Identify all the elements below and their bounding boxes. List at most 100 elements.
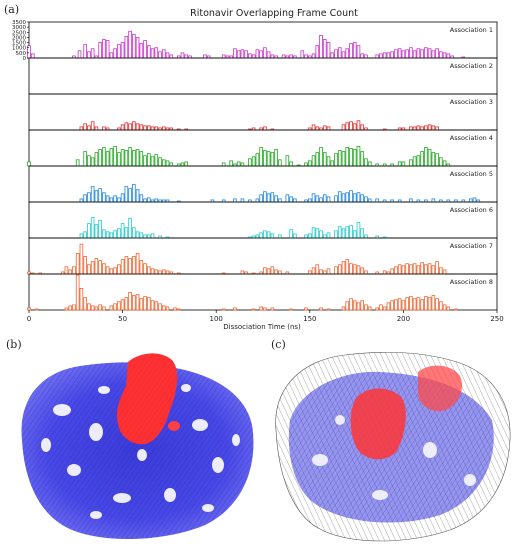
bar xyxy=(132,256,136,275)
bar xyxy=(420,151,424,167)
bar xyxy=(352,42,357,59)
bar xyxy=(102,263,106,275)
bar xyxy=(435,261,439,275)
bar xyxy=(90,261,95,275)
bar xyxy=(158,270,162,275)
bar xyxy=(143,40,147,59)
bar xyxy=(360,124,365,131)
bar xyxy=(64,307,69,311)
bar xyxy=(147,153,151,167)
bar xyxy=(337,264,342,275)
bar xyxy=(154,301,159,311)
bar xyxy=(240,162,245,167)
bar xyxy=(319,147,323,167)
bar xyxy=(98,260,102,275)
x-tick-label: 100 xyxy=(210,315,223,323)
bar xyxy=(341,124,346,131)
x-tick-label: 150 xyxy=(303,315,316,323)
bar xyxy=(143,234,147,239)
plot-area: Association 1050010001500200025003000350… xyxy=(12,20,504,323)
bar xyxy=(367,198,372,203)
bar xyxy=(278,198,282,203)
bar xyxy=(293,198,297,203)
bar xyxy=(263,150,267,167)
bar xyxy=(83,297,87,311)
bar xyxy=(435,126,439,131)
bar xyxy=(154,269,159,275)
bar xyxy=(397,161,402,167)
bar xyxy=(109,232,114,239)
bar xyxy=(143,155,147,167)
bar xyxy=(401,265,406,275)
bar xyxy=(367,306,372,311)
bar xyxy=(87,192,91,203)
bar xyxy=(77,50,82,59)
bar xyxy=(427,124,432,131)
bar xyxy=(117,228,121,239)
bar xyxy=(255,153,260,167)
bar xyxy=(442,52,447,59)
bar xyxy=(412,50,417,59)
bar xyxy=(352,264,357,275)
bar xyxy=(322,194,327,203)
panel-1: Association 1 050010001500200025003000350… xyxy=(12,20,498,62)
bar xyxy=(326,42,331,59)
bar xyxy=(184,161,189,167)
bar xyxy=(274,269,278,275)
bar xyxy=(105,266,110,275)
bar xyxy=(79,126,84,131)
bar xyxy=(401,161,406,167)
bar xyxy=(259,50,263,59)
bar xyxy=(315,45,320,59)
bar xyxy=(117,44,121,59)
bar xyxy=(266,51,271,59)
bar xyxy=(427,297,432,311)
bar xyxy=(349,263,353,275)
bar xyxy=(143,263,147,275)
bar xyxy=(120,299,125,311)
bar xyxy=(375,307,379,311)
bar xyxy=(345,122,350,131)
bar xyxy=(420,126,424,131)
bar xyxy=(30,53,35,59)
y-tick-label: 0 xyxy=(23,56,27,62)
bar xyxy=(319,230,323,239)
bar xyxy=(120,42,125,59)
panel-5: Association 5 xyxy=(28,165,498,203)
bar xyxy=(315,228,320,239)
bar xyxy=(90,121,95,131)
bar xyxy=(75,274,80,311)
bar xyxy=(341,51,346,59)
bar xyxy=(87,303,91,311)
bar xyxy=(281,54,286,59)
bar xyxy=(439,51,443,59)
bar xyxy=(240,270,245,275)
bar xyxy=(102,126,106,131)
bar xyxy=(266,268,271,275)
bar xyxy=(135,253,140,275)
bar xyxy=(98,304,102,311)
bar xyxy=(263,307,267,311)
bar xyxy=(109,148,114,167)
bar xyxy=(356,302,361,311)
bar xyxy=(180,52,185,59)
panel-frame xyxy=(28,57,498,95)
bar xyxy=(117,152,121,167)
bar xyxy=(169,162,174,167)
bar xyxy=(165,306,170,311)
bar xyxy=(382,306,387,311)
panel-2: Association 2 xyxy=(28,57,498,95)
bar xyxy=(165,160,170,167)
bar xyxy=(341,261,346,275)
bar xyxy=(150,126,155,131)
x-tick-label: 250 xyxy=(490,315,503,323)
bar xyxy=(251,156,256,167)
bar xyxy=(360,300,365,311)
bar xyxy=(132,121,136,131)
bar xyxy=(150,48,155,59)
bar xyxy=(424,296,428,311)
bar xyxy=(135,123,140,131)
bar xyxy=(341,193,346,203)
bar xyxy=(165,270,170,275)
